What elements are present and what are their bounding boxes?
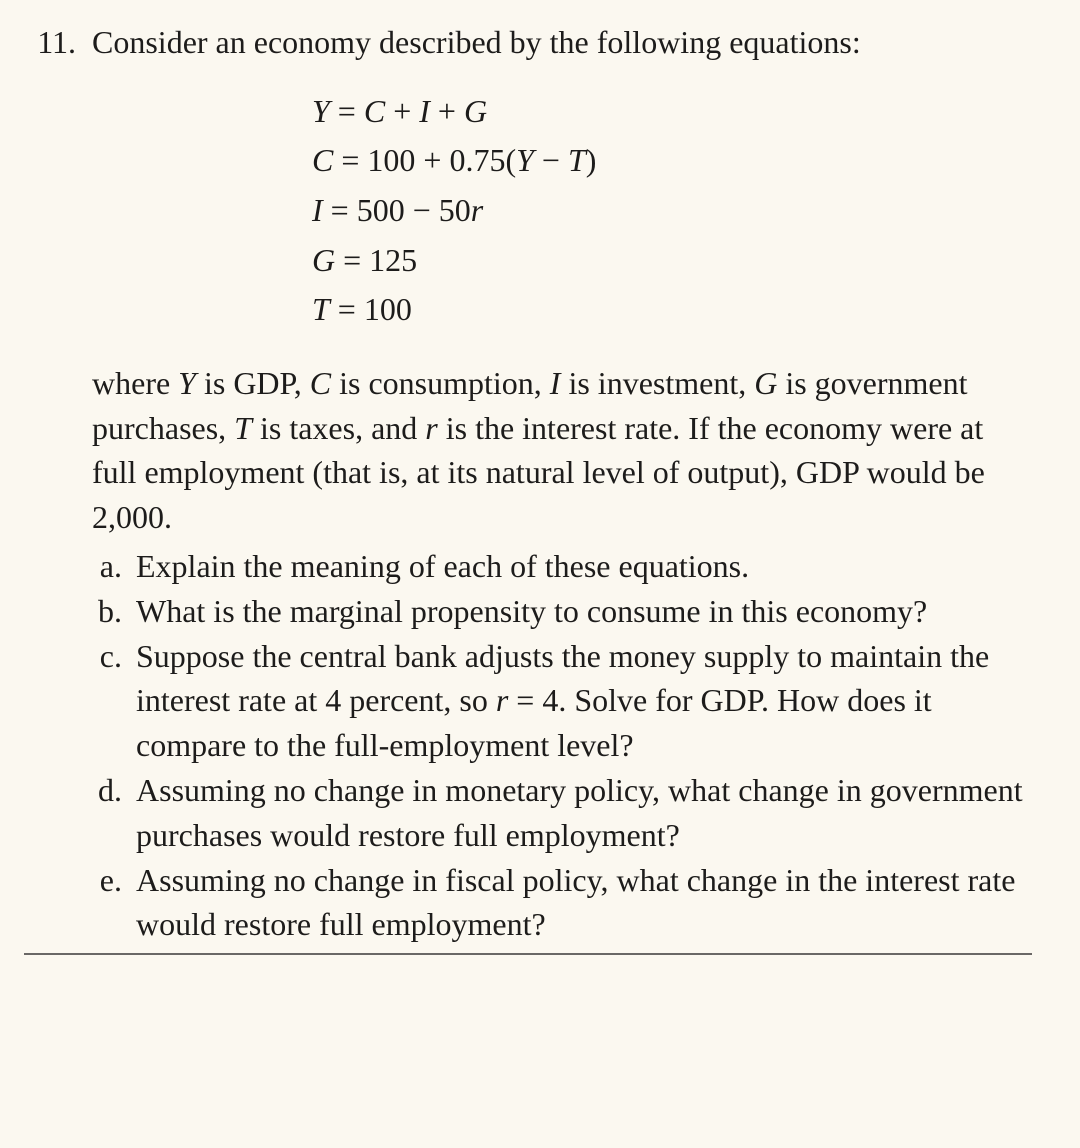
sub-question-item: a. Explain the meaning of each of these e… <box>92 544 1032 589</box>
equation-lhs: I <box>312 192 323 228</box>
problem-number: 11. <box>24 20 76 947</box>
sub-question-marker: b. <box>92 589 122 634</box>
sub-question-marker: d. <box>92 768 122 858</box>
problem-block: 11. Consider an economy described by the… <box>24 20 1032 955</box>
sub-question-item: e.Assuming no change in fiscal policy, w… <box>92 858 1032 948</box>
sub-question-marker: e. <box>92 858 122 948</box>
description-paragraph: where Y is GDP, C is consumption, I is i… <box>92 361 1032 540</box>
sub-question-item: b. What is the marginal propensity to con… <box>92 589 1032 634</box>
equation-rhs: = 500 − 50r <box>323 192 484 228</box>
problem-body: Consider an economy described by the fol… <box>92 20 1032 947</box>
sub-questions-list: a. Explain the meaning of each of these e… <box>92 544 1032 947</box>
equation-lhs: C <box>312 142 333 178</box>
equation-rhs: = 100 + 0.75(Y − T) <box>333 142 596 178</box>
sub-question-text: Assuming no change in fiscal policy, wha… <box>136 858 1032 948</box>
sub-question-text: What is the marginal propensity to consu… <box>136 589 1032 634</box>
sub-question-item: d.Assuming no change in monetary policy,… <box>92 768 1032 858</box>
equation-lhs: T <box>312 291 330 327</box>
equation-line: G = 125 <box>312 236 1032 286</box>
equation-rhs: = 100 <box>330 291 412 327</box>
equation-line: I = 500 − 50r <box>312 186 1032 236</box>
equation-line: Y = C + I + G <box>312 87 1032 137</box>
sub-question-text: Suppose the central bank adjusts the mon… <box>136 634 1032 768</box>
intro-text: Consider an economy described by the fol… <box>92 20 1032 65</box>
sub-question-marker: c. <box>92 634 122 768</box>
equation-rhs: = 125 <box>335 242 417 278</box>
sub-question-marker: a. <box>92 544 122 589</box>
equation-line: C = 100 + 0.75(Y − T) <box>312 136 1032 186</box>
equation-lhs: Y <box>312 93 330 129</box>
sub-question-text: Explain the meaning of each of these equ… <box>136 544 1032 589</box>
sub-question-text: Assuming no change in monetary policy, w… <box>136 768 1032 858</box>
sub-question-item: c.Suppose the central bank adjusts the m… <box>92 634 1032 768</box>
equation-rhs: = C + I + G <box>330 93 487 129</box>
equation-lhs: G <box>312 242 335 278</box>
equation-block: Y = C + I + GC = 100 + 0.75(Y − T) I = 5… <box>312 87 1032 335</box>
equation-line: T = 100 <box>312 285 1032 335</box>
